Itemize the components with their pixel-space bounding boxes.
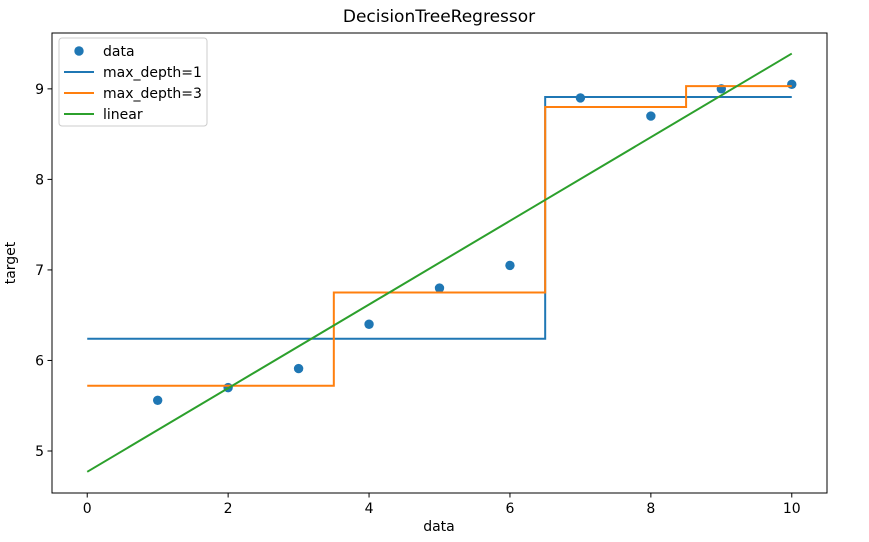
y-tick-label: 9: [35, 82, 44, 98]
legend-item-data: data: [74, 44, 135, 60]
series-line-linear: [86, 52, 793, 473]
x-axis-ticks: 0 2 4 6 8 10: [83, 493, 801, 517]
x-tick-label: 4: [365, 501, 374, 517]
x-tick-label: 2: [224, 501, 233, 517]
legend-item-max_depth=1: max_depth=1: [64, 65, 202, 81]
chart-title: DecisionTreeRegressor: [343, 7, 535, 27]
series-line-max_depth=3: [87, 85, 792, 387]
data-point: [646, 111, 656, 121]
x-tick-label: 8: [646, 501, 655, 517]
y-tick-label: 8: [35, 172, 44, 188]
legend-box: [58, 37, 208, 127]
data-point: [787, 79, 797, 90]
legend-label: max_depth=1: [103, 65, 202, 81]
data-point: [364, 319, 374, 329]
data-point: [152, 395, 163, 405]
y-axis-ticks: 5 6 7 8 9: [35, 82, 52, 460]
y-tick-label: 6: [35, 353, 44, 369]
series-lines: [86, 52, 793, 473]
legend-label: linear: [103, 107, 143, 123]
x-tick-label: 10: [783, 501, 801, 517]
plot-area: [51, 32, 828, 494]
legend-label: data: [103, 44, 135, 60]
y-tick-label: 5: [35, 444, 44, 460]
legend-label: max_depth=3: [103, 86, 202, 102]
legend-item-linear: linear: [64, 107, 143, 123]
series-line-max_depth=1: [87, 96, 792, 340]
y-tick-label: 7: [35, 263, 44, 279]
data-point: [293, 363, 304, 374]
legend-marker-icon: [74, 46, 84, 56]
data-point: [434, 283, 445, 293]
x-tick-label: 0: [83, 501, 92, 517]
x-axis-label: data: [423, 519, 455, 535]
x-tick-label: 6: [505, 501, 514, 517]
data-point: [505, 260, 515, 271]
legend-item-max_depth=3: max_depth=3: [64, 86, 202, 102]
y-axis-label: target: [3, 241, 19, 284]
